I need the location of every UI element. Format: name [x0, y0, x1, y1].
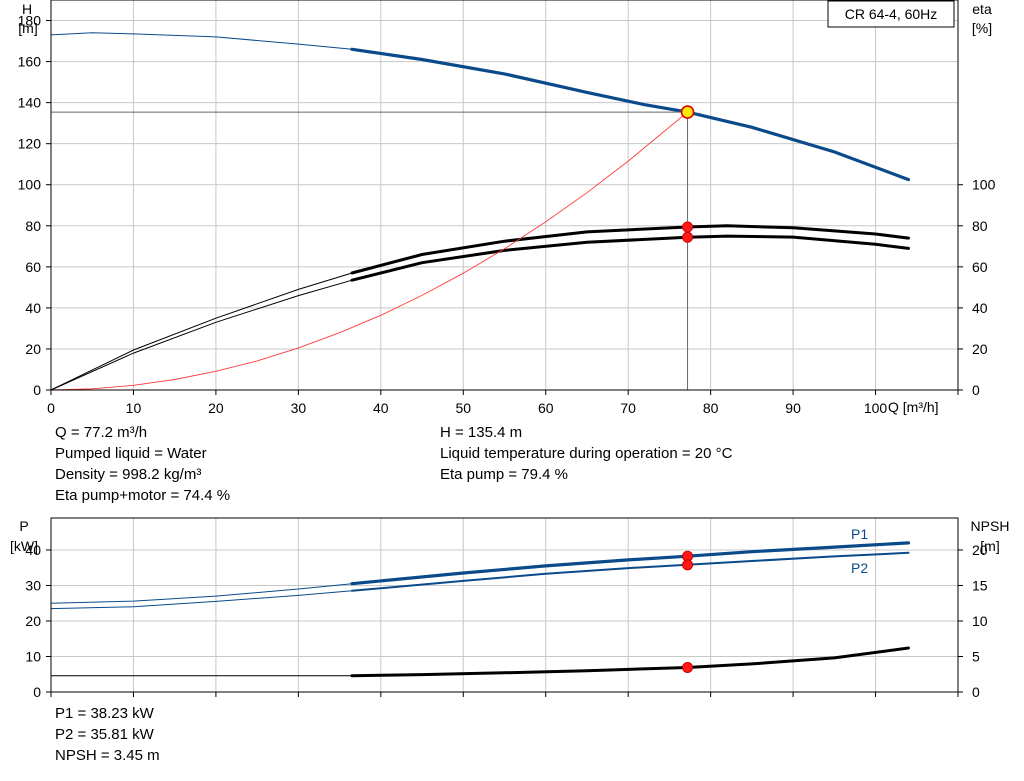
series-p1-startup-curve — [50, 583, 353, 604]
info-line: P2 = 35.81 kW — [55, 726, 154, 743]
series-system-curve — [50, 111, 688, 391]
info-line: Eta pump = 79.4 % — [440, 466, 568, 483]
y-tick-label: 60 — [25, 259, 41, 275]
series-p2-startup-curve — [50, 590, 353, 610]
curve-layer — [50, 32, 911, 678]
y2-tick-label: 80 — [972, 218, 988, 234]
npsh-marker — [682, 661, 694, 673]
top-y-label: H — [22, 1, 32, 17]
y2-tick-label: 5 — [972, 648, 980, 664]
bottom-y-unit: [kW] — [10, 538, 38, 554]
bottom-y2-label: NPSH — [971, 518, 1010, 534]
info-line: H = 135.4 m — [440, 424, 523, 441]
series-p1-working-curve — [350, 541, 911, 586]
model-label: CR 64-4, 60Hz — [845, 6, 938, 22]
y-tick-label: 30 — [25, 577, 41, 593]
y2-tick-label: 10 — [972, 613, 988, 629]
bottom-y2-unit: [m] — [980, 538, 999, 554]
y-tick-label: 120 — [18, 136, 42, 152]
top-x-label: Q [m³/h] — [888, 399, 939, 415]
model-label-box: CR 64-4, 60Hz — [827, 0, 955, 28]
x-tick-label: 50 — [455, 400, 471, 416]
info-top-left: Q = 77.2 m³/h Pumped liquid = Water Dens… — [55, 422, 230, 506]
x-tick-label: 20 — [208, 400, 224, 416]
top-y2-label: eta — [972, 1, 992, 17]
info-line: Eta pump+motor = 74.4 % — [55, 487, 231, 504]
info-bottom: P1 = 38.23 kW P2 = 35.81 kW NPSH = 3.45 … — [55, 703, 160, 766]
x-tick-label: 10 — [126, 400, 142, 416]
marker-layer — [51, 105, 695, 673]
y-tick-label: 10 — [25, 648, 41, 664]
y2-tick-label: 0 — [972, 382, 980, 398]
x-tick-label: 60 — [538, 400, 554, 416]
y2-tick-label: 60 — [972, 259, 988, 275]
y-tick-label: 180 — [18, 13, 42, 29]
y-tick-label: 20 — [25, 613, 41, 629]
grid-layer — [51, 0, 958, 692]
top-y2-unit: [%] — [972, 20, 992, 36]
p2-marker — [682, 559, 694, 571]
p1-series-label: P1 — [851, 526, 868, 542]
series-eta-pump-motor-working-curve — [350, 234, 910, 282]
y-tick-label: 20 — [25, 341, 41, 357]
info-line: P1 = 38.23 kW — [55, 705, 154, 722]
y-tick-label: 80 — [25, 218, 41, 234]
y2-tick-label: 40 — [972, 300, 988, 316]
y-tick-label: 100 — [18, 177, 42, 193]
x-tick-label: 70 — [620, 400, 636, 416]
series-eta-pump-working-curve — [350, 224, 910, 275]
info-top-right: H = 135.4 m Liquid temperature during op… — [440, 422, 732, 485]
y-tick-label: 160 — [18, 54, 42, 70]
series-eta-pump-motor-startup-curve — [50, 279, 353, 391]
series-p2-working-curve — [351, 551, 910, 592]
y-tick-label: 0 — [33, 382, 41, 398]
y-tick-label: 40 — [25, 300, 41, 316]
x-tick-label: 0 — [47, 400, 55, 416]
series-h-working-curve — [350, 47, 911, 182]
bottom-y-label: P — [19, 518, 28, 534]
eta-pump-marker — [682, 221, 694, 233]
y2-tick-label: 15 — [972, 577, 988, 593]
info-line: Density = 998.2 kg/m³ — [55, 466, 202, 483]
y-tick-label: 40 — [25, 542, 41, 558]
x-tick-label: 30 — [291, 400, 307, 416]
x-tick-label: 40 — [373, 400, 389, 416]
info-line: Q = 77.2 m³/h — [55, 424, 148, 441]
plot-frame-bottom — [50, 517, 959, 693]
duty-point-marker — [680, 105, 695, 119]
p2-series-label: P2 — [851, 560, 868, 576]
plot-frame-top — [50, 0, 959, 391]
y2-tick-label: 100 — [972, 177, 996, 193]
info-line: NPSH = 3.45 m — [55, 747, 160, 764]
series-eta-pump-startup-curve — [50, 272, 353, 391]
top-y-unit: [m] — [18, 20, 37, 36]
info-line: Liquid temperature during operation = 20… — [440, 445, 733, 462]
eta-total-marker — [682, 231, 694, 243]
y-tick-label: 0 — [33, 684, 41, 700]
info-line: Pumped liquid = Water — [55, 445, 207, 462]
y2-tick-label: 20 — [972, 341, 988, 357]
x-tick-label: 90 — [785, 400, 801, 416]
x-tick-label: 100 — [864, 400, 888, 416]
y2-tick-label: 20 — [972, 542, 988, 558]
series-h-startup-curve — [50, 32, 353, 50]
series-npsh-working-curve — [350, 646, 910, 678]
y2-tick-label: 0 — [972, 684, 980, 700]
x-tick-label: 80 — [703, 400, 719, 416]
y-tick-label: 140 — [18, 95, 42, 111]
label-layer: H [m] eta [%] Q [m³/h] P [kW] NPSH [m] P… — [10, 1, 1009, 576]
